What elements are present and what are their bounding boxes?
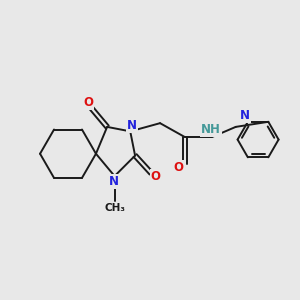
Text: N: N — [127, 119, 137, 132]
Text: O: O — [151, 169, 160, 183]
Text: O: O — [173, 160, 183, 174]
Text: N: N — [240, 109, 250, 122]
Text: NH: NH — [201, 123, 221, 136]
Text: CH₃: CH₃ — [104, 203, 125, 213]
Text: N: N — [109, 175, 119, 188]
Text: O: O — [83, 96, 94, 109]
